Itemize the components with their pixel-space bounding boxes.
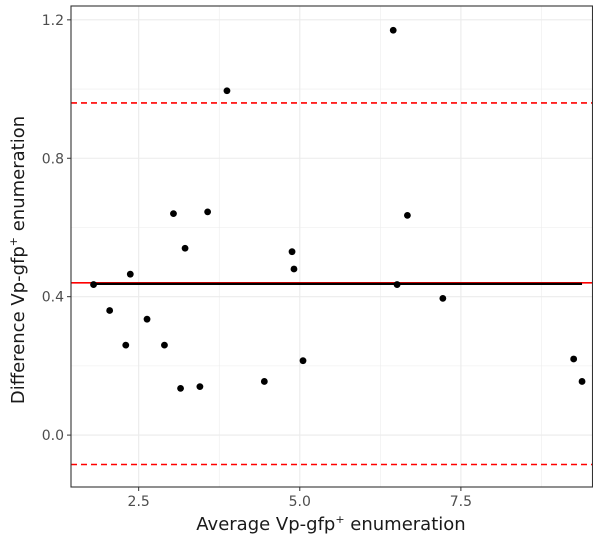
y-tick-label: 0.4	[42, 290, 64, 306]
y-tick-label: 0.0	[42, 428, 64, 444]
y-axis-title-rest: enumeration	[8, 116, 29, 237]
data-point	[143, 315, 151, 323]
x-tick-label: 2.5	[128, 494, 150, 510]
data-point	[223, 87, 231, 95]
data-point	[290, 265, 298, 273]
data-point	[181, 244, 189, 252]
data-point	[122, 341, 130, 349]
y-tick-label: 0.8	[42, 151, 64, 167]
data-point	[196, 383, 204, 391]
x-axis-title-main: Average Vp-gfp	[196, 514, 335, 535]
data-point	[578, 378, 586, 385]
data-point	[126, 270, 134, 278]
data-point	[106, 307, 114, 314]
y-axis-title-main: Difference Vp-gfp	[8, 246, 29, 404]
data-point	[170, 210, 177, 218]
x-axis-ticks: 2.5 5.0 7.5	[128, 487, 472, 510]
y-tick-label: 1.2	[42, 13, 64, 29]
y-axis-title: Difference Vp-gfp+ enumeration	[7, 116, 29, 404]
data-point	[288, 248, 296, 256]
data-point	[404, 211, 411, 219]
panel-border	[70, 5, 593, 488]
x-tick-label: 7.5	[450, 494, 472, 510]
reference-lines	[71, 102, 593, 466]
data-point	[299, 357, 307, 365]
grid-lines	[71, 6, 593, 487]
data-points	[90, 26, 586, 392]
data-point	[439, 295, 447, 302]
x-axis-title: Average Vp-gfp+ enumeration	[196, 513, 465, 535]
data-point	[389, 26, 397, 34]
data-point	[204, 208, 212, 216]
x-tick-label: 5.0	[289, 494, 311, 510]
data-point	[570, 355, 578, 363]
x-axis-title-rest: enumeration	[345, 514, 466, 535]
data-point	[177, 384, 184, 392]
data-point	[393, 281, 401, 288]
data-point	[260, 378, 268, 385]
data-point	[161, 341, 168, 349]
x-axis-title-sup: +	[335, 513, 344, 526]
y-axis-title-sup: +	[7, 237, 20, 246]
y-axis-ticks: 0.0 0.4 0.8 1.2	[42, 13, 71, 444]
data-point	[90, 281, 97, 288]
